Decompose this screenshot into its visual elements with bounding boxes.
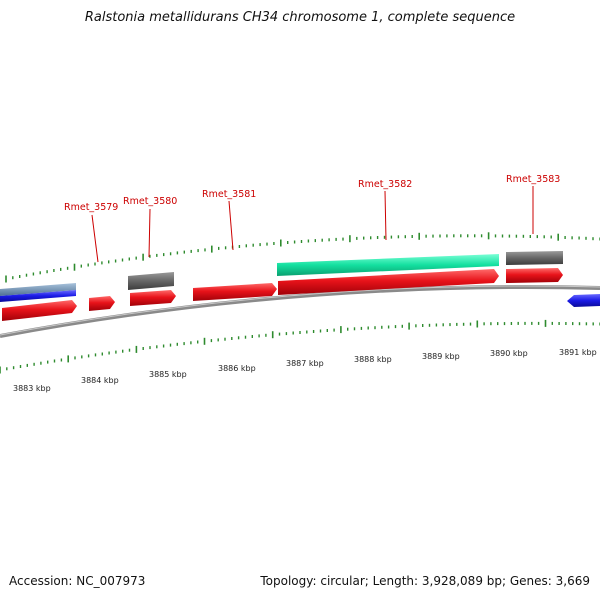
label-rmet-3580: Rmet_3580	[123, 196, 177, 207]
cds-rmet-3582[interactable]	[277, 254, 499, 276]
axis-label-3887: 3887 kbp	[286, 359, 324, 368]
axis-label-3885: 3885 kbp	[149, 370, 187, 379]
chromosome-backbone-highlight	[0, 285, 600, 336]
gene-reverse-right[interactable]	[567, 294, 600, 307]
accession-text: Accession: NC_007973	[9, 574, 146, 588]
topology-summary: Topology: circular; Length: 3,928,089 bp…	[260, 574, 590, 588]
axis-label-3888: 3888 kbp	[354, 355, 392, 364]
gene-rmet-3582[interactable]	[278, 269, 499, 295]
gene-rmet-3580[interactable]	[130, 290, 176, 306]
axis-label-3890: 3890 kbp	[490, 349, 528, 358]
cds-left-steel	[0, 283, 76, 296]
axis-label-3886: 3886 kbp	[218, 364, 256, 373]
map-title: Ralstonia metallidurans CH34 chromosome …	[84, 10, 516, 25]
axis-label-3889: 3889 kbp	[422, 352, 460, 361]
axis-label-3883: 3883 kbp	[13, 384, 51, 393]
label-rmet-3579: Rmet_3579	[64, 202, 118, 213]
leader-rmet-3579	[91, 214, 99, 263]
gene-reverse-left[interactable]	[0, 290, 76, 302]
gene-left-partial[interactable]	[2, 300, 77, 321]
label-rmet-3581: Rmet_3581	[202, 189, 256, 200]
outer-tick-ring	[5, 232, 600, 283]
chromosome-backbone	[0, 285, 600, 338]
inner-tick-ring	[0, 319, 600, 374]
gene-rmet-3579[interactable]	[89, 296, 115, 311]
cds-rmet-3583[interactable]	[506, 251, 563, 265]
gene-rmet-3583[interactable]	[506, 268, 563, 283]
label-rmet-3583: Rmet_3583	[506, 174, 560, 185]
leader-rmet-3580	[148, 208, 151, 258]
cds-rmet-3580[interactable]	[128, 272, 174, 290]
leader-rmet-3581	[228, 200, 234, 251]
leader-rmet-3582	[384, 190, 387, 241]
label-rmet-3582: Rmet_3582	[358, 179, 412, 190]
axis-label-3884: 3884 kbp	[81, 376, 119, 385]
axis-label-3891: 3891 kbp	[559, 348, 597, 357]
gene-rmet-3581[interactable]	[193, 283, 277, 301]
